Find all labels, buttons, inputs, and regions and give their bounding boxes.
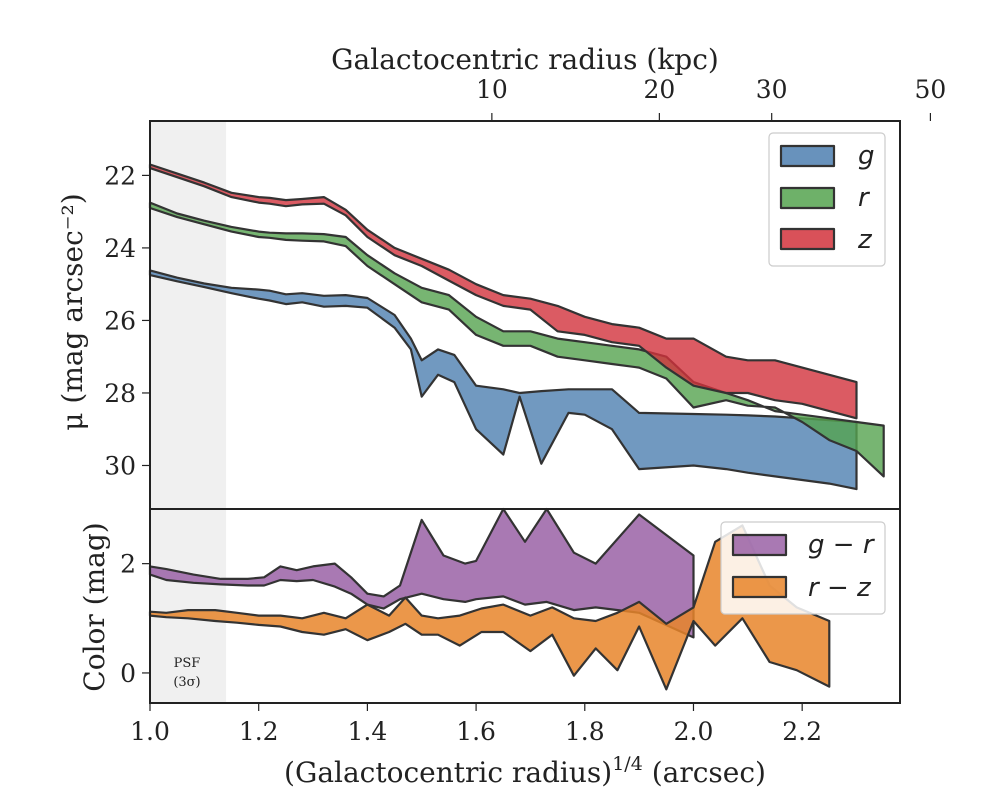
- surface-brightness-bands: [148, 163, 885, 491]
- band-rz: [148, 524, 831, 691]
- xtick-label-bottom-1.4: 1.4: [348, 717, 388, 746]
- xtick-label-top-10: 10: [476, 75, 508, 104]
- bottom-panel-frame: [149, 508, 901, 704]
- top-legend: g r z: [768, 132, 886, 267]
- legend-label-g: g: [858, 141, 875, 171]
- xtick-label-bottom-1.2: 1.2: [239, 717, 279, 746]
- ytick-label-top-22: 22: [104, 161, 136, 190]
- ytick-label-top-28: 28: [104, 379, 136, 408]
- legend-label-gr: g − r: [808, 530, 876, 560]
- top-ylabel: μ (mag arcsec⁻²): [56, 193, 89, 430]
- xtick-label-bottom-2.2: 2.2: [782, 717, 822, 746]
- ytick-label-bottom-0: 0: [120, 659, 136, 688]
- xtick-label-bottom-1.6: 1.6: [456, 717, 496, 746]
- psf-annotation: PSF: [174, 656, 201, 671]
- ytick-label-top-30: 30: [104, 451, 136, 480]
- ytick-label-top-26: 26: [104, 306, 136, 335]
- legend-label-r: r: [858, 183, 871, 213]
- legend-swatch-rz: [731, 575, 788, 599]
- bottom-xlabel: (Galactocentric radius)1/4 (arcsec): [284, 753, 766, 789]
- psf-annotation-sigma: (3σ): [173, 675, 200, 690]
- legend-label-rz: r − z: [808, 573, 872, 603]
- xtick-label-bottom-2.0: 2.0: [674, 717, 714, 746]
- legend-swatch-r: [779, 186, 836, 210]
- psf-region-bottom: [150, 509, 227, 703]
- color-bands: [148, 507, 831, 691]
- xtick-label-bottom-1.0: 1.0: [130, 717, 170, 746]
- legend-swatch-gr: [731, 533, 788, 557]
- legend-swatch-g: [779, 144, 836, 168]
- xtick-label-top-20: 20: [643, 75, 675, 104]
- xtick-label-top-50: 50: [915, 75, 947, 104]
- band-r: [148, 201, 885, 478]
- ytick-label-bottom-2: 2: [120, 550, 136, 579]
- top-xlabel: Galactocentric radius (kpc): [331, 43, 719, 76]
- axis-ticks: 22242628301020305075100150021.01.21.41.6…: [104, 75, 947, 746]
- legend-swatch-z: [779, 227, 836, 251]
- band-gr: [148, 507, 695, 639]
- bottom-ylabel: Color (mag): [78, 522, 111, 691]
- xtick-label-top-30: 30: [756, 75, 788, 104]
- band-z: [148, 163, 858, 420]
- legend-label-z: z: [857, 225, 873, 255]
- bottom-legend: g − r r − z: [720, 521, 886, 615]
- band-g: [148, 269, 858, 491]
- xtick-label-bottom-1.8: 1.8: [565, 717, 605, 746]
- ytick-label-top-24: 24: [104, 234, 136, 263]
